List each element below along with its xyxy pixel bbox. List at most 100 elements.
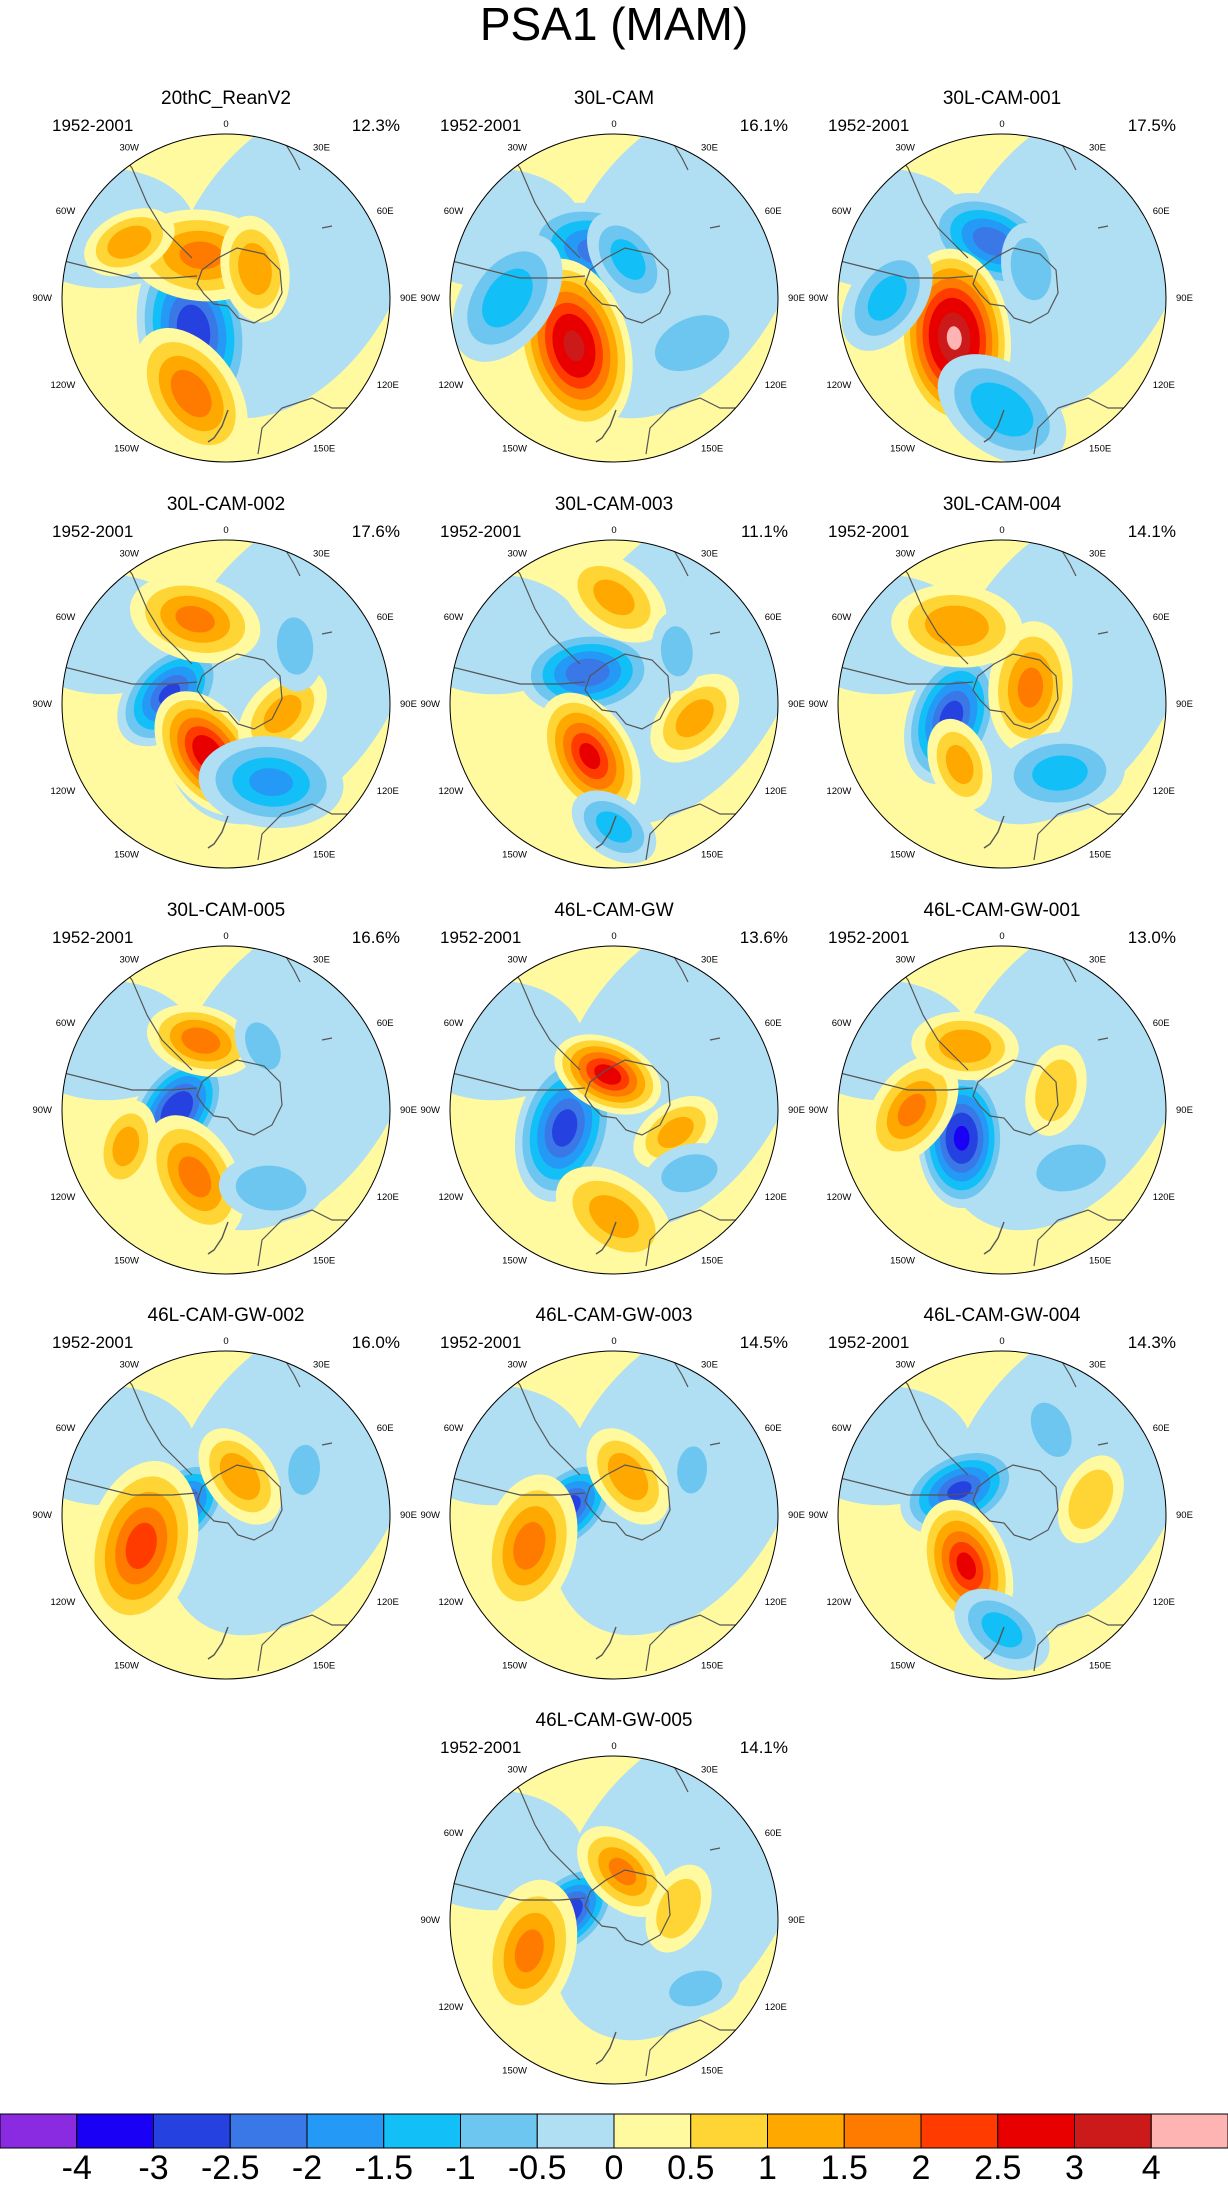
antarctica-outline bbox=[584, 247, 671, 324]
lon-label: 120E bbox=[1153, 786, 1175, 797]
lon-label: 90W bbox=[32, 293, 52, 304]
panel-title: 46L-CAM-GW-003 bbox=[535, 1305, 693, 1326]
panel-percent: 17.6% bbox=[351, 522, 400, 541]
contour-lobe bbox=[514, 1929, 544, 1973]
lon-label: 150E bbox=[313, 444, 335, 455]
lon-label: 150W bbox=[114, 1256, 139, 1267]
lon-label: 60E bbox=[1153, 206, 1170, 217]
map-border bbox=[61, 539, 391, 869]
colorbar-tick-label: 0 bbox=[604, 2149, 624, 2187]
lon-label: 30E bbox=[313, 548, 330, 559]
lon-label: 180 bbox=[606, 2089, 622, 2090]
map-border bbox=[449, 133, 779, 463]
new-zealand-outline bbox=[595, 815, 617, 849]
new-zealand-outline bbox=[207, 1221, 229, 1255]
lon-label: 0 bbox=[611, 1336, 616, 1347]
anomaly-field bbox=[450, 134, 778, 462]
panel-percent: 11.1% bbox=[741, 522, 788, 541]
lon-label: 90E bbox=[788, 1510, 805, 1521]
lon-label: 60E bbox=[765, 1018, 782, 1029]
lon-label: 120W bbox=[438, 786, 463, 797]
polar-map: 0 30E 60E 90E 120E 150E 180 150W 120W 90W 60W 30W bbox=[32, 1336, 416, 1685]
colorbar-tick-label: 1.5 bbox=[820, 2149, 868, 2187]
lon-label: 60E bbox=[377, 1018, 394, 1029]
contour-lobe bbox=[1068, 1469, 1114, 1530]
lon-label: 30E bbox=[313, 954, 330, 965]
contour-lobe bbox=[956, 1552, 976, 1580]
lon-label: 30W bbox=[507, 1359, 527, 1370]
panel-percent: 16.1% bbox=[739, 116, 788, 135]
lon-label: 90W bbox=[420, 1510, 440, 1521]
contour-lobe bbox=[263, 694, 302, 734]
panel-percent: 14.3% bbox=[1127, 1333, 1176, 1352]
contour-lobe bbox=[610, 239, 646, 280]
panel-period: 1952-2001 bbox=[440, 928, 522, 947]
lon-label: 180 bbox=[606, 1279, 622, 1280]
colorbar-swatch bbox=[383, 2113, 461, 2149]
contour-lobe bbox=[245, 1022, 281, 1070]
contour-lobe bbox=[981, 1612, 1023, 1648]
polar-map: 0 30E 60E 90E 120E 150E 180 150W 120W 90W 60W 30W bbox=[808, 1336, 1192, 1685]
panel-period: 1952-2001 bbox=[440, 116, 522, 135]
contour-lobe bbox=[593, 579, 635, 616]
lon-label: 60E bbox=[1153, 612, 1170, 623]
colorbar-tick-label: 1 bbox=[758, 2149, 777, 2187]
new-zealand-outline bbox=[595, 1221, 617, 1255]
lon-label: 60W bbox=[832, 1423, 852, 1434]
lon-label: 150W bbox=[114, 1661, 139, 1672]
lon-label: 60W bbox=[444, 612, 464, 623]
lon-label: 120E bbox=[765, 2002, 787, 2013]
polar-map: 0 30E 60E 90E 120E 150E 180 150W 120W 90W 60W 30W bbox=[808, 525, 1192, 874]
lon-label: 30W bbox=[507, 548, 527, 559]
lon-label: 120W bbox=[50, 786, 75, 797]
contour-lobe bbox=[219, 1452, 261, 1500]
contour-lobe bbox=[970, 382, 1034, 437]
panel-percent: 13.0% bbox=[1127, 928, 1176, 947]
contour-lobe bbox=[675, 699, 714, 738]
lon-label: 60W bbox=[444, 1018, 464, 1029]
contour-lobe bbox=[579, 742, 601, 770]
lon-label: 120W bbox=[438, 1597, 463, 1608]
lon-label: 60W bbox=[444, 206, 464, 217]
lon-label: 30E bbox=[1089, 1359, 1106, 1370]
contour-lobe bbox=[669, 1970, 723, 2007]
panel-title: 30L-CAM bbox=[573, 88, 655, 109]
lon-label: 120E bbox=[1153, 380, 1175, 391]
lon-label: 90E bbox=[400, 1105, 417, 1116]
lon-label: 0 bbox=[611, 931, 616, 942]
lon-label: 90E bbox=[788, 1915, 805, 1926]
lon-label: 60E bbox=[765, 1423, 782, 1434]
map-border bbox=[837, 539, 1167, 869]
panel-title: 30L-CAM-004 bbox=[942, 494, 1062, 515]
contour-lobe bbox=[178, 1156, 212, 1198]
lon-label: 120W bbox=[826, 1597, 851, 1608]
polar-map: 0 30E 60E 90E 120E 150E 180 150W 120W 90W 60W 30W bbox=[808, 931, 1192, 1280]
lon-label: 30W bbox=[895, 548, 915, 559]
contour-lobe bbox=[654, 315, 730, 372]
panel-title: 30L-CAM-005 bbox=[166, 900, 286, 921]
contour-lobe bbox=[607, 1452, 649, 1500]
polar-map: 0 30E 60E 90E 120E 150E 180 150W 120W 90W 60W 30W bbox=[808, 119, 1192, 468]
antarctica-outline bbox=[972, 1059, 1059, 1136]
colorbar-tick-label: 4 bbox=[1141, 2149, 1161, 2187]
lon-label: 90W bbox=[808, 699, 828, 710]
new-zealand-outline bbox=[983, 409, 1005, 443]
polar-map: 0 30E 60E 90E 120E 150E 180 150W 120W 90W 60W 30W bbox=[420, 525, 804, 874]
lon-label: 30W bbox=[119, 142, 139, 153]
lon-label: 180 bbox=[606, 1684, 622, 1685]
map-border bbox=[837, 1350, 1167, 1680]
contour-lobe bbox=[482, 268, 533, 328]
colorbar-tick-label: -1.5 bbox=[354, 2149, 414, 2187]
lon-label: 90W bbox=[808, 293, 828, 304]
lon-label: 150W bbox=[890, 444, 915, 455]
panel-percent: 16.6% bbox=[351, 928, 400, 947]
lon-label: 150E bbox=[701, 444, 723, 455]
contour-lobe bbox=[1035, 1059, 1077, 1122]
lon-label: 150E bbox=[701, 1661, 723, 1672]
lon-label: 60E bbox=[1153, 1423, 1170, 1434]
lon-label: 180 bbox=[994, 873, 1010, 874]
contour-lobe bbox=[589, 1195, 639, 1239]
lon-label: 150W bbox=[890, 850, 915, 861]
lon-label: 150E bbox=[1089, 1661, 1111, 1672]
lon-label: 180 bbox=[994, 1279, 1010, 1280]
